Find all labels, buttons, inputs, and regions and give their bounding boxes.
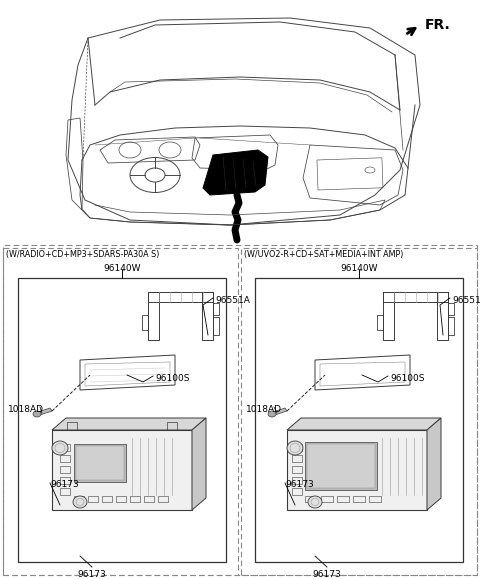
Bar (213, 303, 219, 315)
Bar (292, 477, 302, 484)
Text: 96100S: 96100S (155, 374, 190, 383)
Polygon shape (192, 418, 206, 510)
Polygon shape (203, 150, 268, 195)
Polygon shape (427, 418, 441, 510)
Text: 1018AD: 1018AD (8, 405, 44, 414)
Bar (448, 317, 454, 335)
Bar (148, 292, 213, 302)
Bar (60, 466, 70, 473)
Bar (88, 496, 98, 502)
Bar (448, 303, 454, 315)
Bar (305, 442, 377, 490)
Text: 1018AD: 1018AD (246, 405, 282, 414)
Text: 96173: 96173 (285, 480, 314, 489)
Bar (292, 444, 302, 451)
Text: 96100S: 96100S (390, 374, 424, 383)
Ellipse shape (308, 496, 322, 508)
Text: 96551A: 96551A (215, 296, 250, 305)
Bar (142, 315, 148, 330)
Text: 96140W: 96140W (340, 264, 378, 273)
Ellipse shape (287, 441, 303, 455)
Bar (321, 496, 333, 502)
Bar (116, 496, 126, 502)
Text: 96173: 96173 (50, 480, 79, 489)
Text: (W/RADIO+CD+MP3+SDARS-PA30A S): (W/RADIO+CD+MP3+SDARS-PA30A S) (6, 250, 159, 259)
Bar (102, 496, 112, 502)
Bar (292, 488, 302, 495)
Bar (74, 496, 84, 502)
Bar (307, 444, 375, 488)
Bar (292, 466, 302, 473)
Bar (292, 455, 302, 462)
Bar (60, 477, 70, 484)
Polygon shape (287, 418, 441, 430)
Bar (67, 422, 77, 430)
Polygon shape (38, 408, 52, 415)
Bar (383, 292, 448, 302)
Bar (167, 422, 177, 430)
Bar (60, 488, 70, 495)
Bar (148, 292, 159, 340)
Bar (437, 292, 448, 340)
Text: 96173: 96173 (78, 570, 107, 579)
Bar (52, 430, 192, 510)
Bar (18, 278, 226, 562)
Bar (287, 430, 427, 510)
Text: 96173: 96173 (312, 570, 341, 579)
Ellipse shape (52, 441, 68, 455)
Bar (144, 496, 154, 502)
Bar (213, 317, 219, 335)
Bar (353, 496, 365, 502)
Bar (130, 496, 140, 502)
Bar (60, 444, 70, 451)
Bar (158, 496, 168, 502)
Bar (317, 157, 383, 190)
Text: FR.: FR. (425, 18, 451, 32)
Bar (305, 496, 317, 502)
Bar (74, 444, 126, 482)
Bar (337, 496, 349, 502)
Text: 96551A: 96551A (452, 296, 480, 305)
Bar (60, 455, 70, 462)
Text: (W/UVO2-R+CD+SAT+MEDIA+INT AMP): (W/UVO2-R+CD+SAT+MEDIA+INT AMP) (244, 250, 403, 259)
Bar (202, 292, 213, 340)
Ellipse shape (33, 411, 41, 417)
Bar (369, 496, 381, 502)
Bar (383, 292, 394, 340)
Bar (377, 315, 383, 330)
Bar (76, 446, 124, 480)
Polygon shape (273, 408, 287, 415)
Polygon shape (52, 418, 206, 430)
Ellipse shape (268, 411, 276, 417)
Text: 96140W: 96140W (103, 264, 141, 273)
Bar (255, 278, 463, 562)
Ellipse shape (73, 496, 87, 508)
